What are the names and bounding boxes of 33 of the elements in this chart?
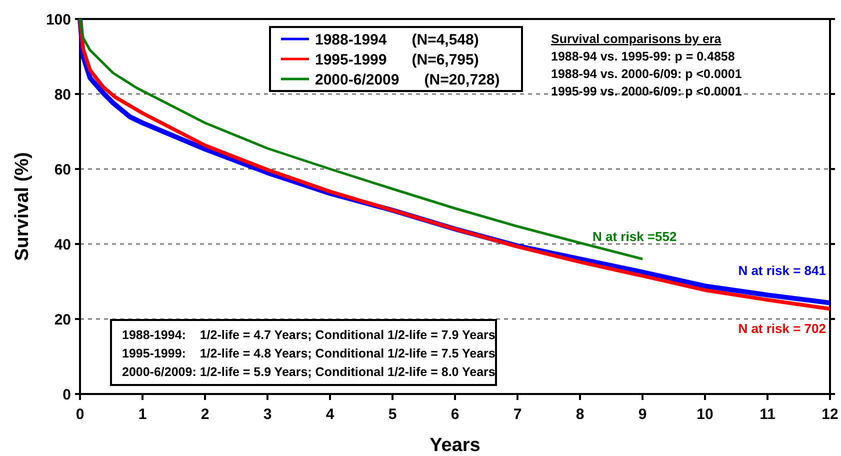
annotation: Survival comparisons by era <box>551 32 722 46</box>
x-tick-label: 9 <box>638 406 647 423</box>
y-tick-label: 0 <box>62 386 71 404</box>
x-tick-label: 1 <box>138 406 147 423</box>
x-axis-title: Years <box>430 435 480 456</box>
legend-label: 1988-1994 (N=4,548) <box>315 31 479 48</box>
x-tick-label: 4 <box>326 406 335 423</box>
x-tick-label: 12 <box>822 406 838 423</box>
x-tick-label: 10 <box>696 406 714 423</box>
x-tick-label: 3 <box>263 406 272 423</box>
y-tick-label: 80 <box>54 86 71 104</box>
legend-label: 2000-6/2009 (N=20,728) <box>315 71 500 88</box>
y-tick-label: 40 <box>54 236 71 254</box>
x-tick-label: 5 <box>388 406 397 423</box>
annotation: N at risk = 841 <box>738 262 826 278</box>
x-tick-label: 7 <box>513 406 522 423</box>
x-tick-label: 2 <box>200 406 210 423</box>
annotation: 1995-1999: 1/2-life = 4.8 Years; Conditional 1/2-life = 7.5 Years <box>122 346 496 360</box>
annotation: 1988-1994: 1/2-life = 4.7 Years; Conditional 1/2-life = 7.9 Years <box>122 328 496 342</box>
x-tick-label: 0 <box>76 406 84 423</box>
y-tick-label: 100 <box>46 11 71 28</box>
x-tick-label: 8 <box>576 406 584 423</box>
annotation: N at risk = 702 <box>738 320 826 336</box>
y-tick-label: 20 <box>54 311 71 328</box>
x-tick-label: 6 <box>450 406 460 423</box>
annotation: N at risk =552 <box>592 229 677 244</box>
y-tick-label: 60 <box>54 161 71 178</box>
annotation: 1988-94 vs. 2000-6/09: p <0.0001 <box>551 67 742 81</box>
annotation: 1988-94 vs. 1995-99: p = 0.4858 <box>551 50 735 64</box>
x-tick-label: 11 <box>760 406 776 423</box>
annotation: 2000-6/2009: 1/2-life = 5.9 Years; Conditional 1/2-life = 8.0 Years <box>122 365 496 379</box>
legend-label: 1995-1999 (N=6,795) <box>315 51 479 68</box>
y-axis-title: Survival (%) <box>12 152 33 261</box>
